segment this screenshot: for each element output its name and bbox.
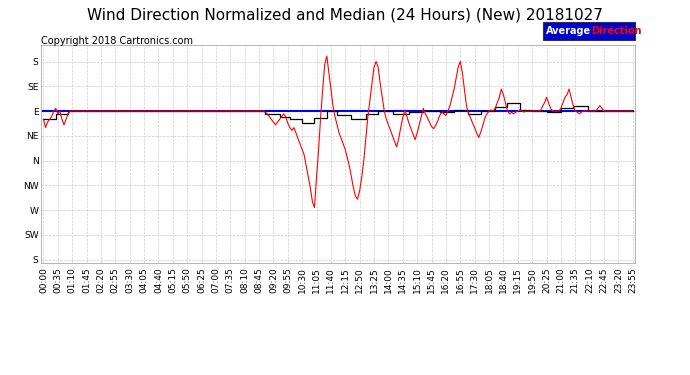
Text: Wind Direction Normalized and Median (24 Hours) (New) 20181027: Wind Direction Normalized and Median (24… [87,8,603,22]
Text: Average: Average [546,26,591,36]
Text: Copyright 2018 Cartronics.com: Copyright 2018 Cartronics.com [41,36,193,46]
FancyBboxPatch shape [543,22,635,40]
Text: Direction: Direction [591,26,642,36]
